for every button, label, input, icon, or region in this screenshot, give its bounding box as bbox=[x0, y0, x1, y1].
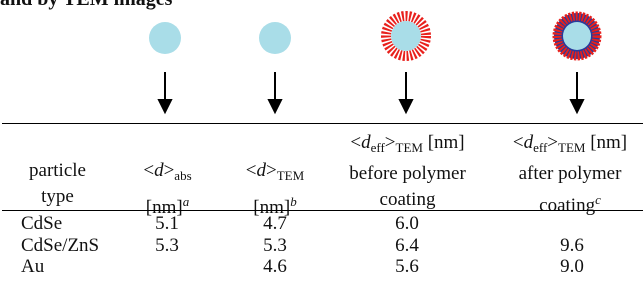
header-text: [nm] bbox=[428, 132, 465, 153]
row-label: Au bbox=[21, 257, 44, 277]
cell-value: 6.0 bbox=[367, 214, 447, 234]
header-subscript: eff bbox=[533, 140, 547, 155]
header-text: before polymer bbox=[330, 161, 485, 187]
cell-value: 4.6 bbox=[235, 257, 315, 277]
header-text: d bbox=[154, 160, 164, 181]
cell-value: 5.6 bbox=[367, 257, 447, 277]
header-subscript: TEM bbox=[396, 140, 423, 155]
cell-value: 9.0 bbox=[532, 257, 612, 277]
header-text: coating bbox=[539, 195, 595, 216]
header-text: > bbox=[164, 160, 175, 181]
header-text: [nm] bbox=[590, 132, 627, 153]
footnote-mark: b bbox=[290, 194, 297, 209]
row-label: CdSe/ZnS bbox=[21, 236, 99, 256]
top-rule bbox=[2, 123, 643, 124]
header-cell: <d>abs [nm]a bbox=[120, 158, 215, 221]
header-subscript: abs bbox=[174, 168, 191, 183]
header-cell: <deff>TEM [nm] after polymer coatingc bbox=[495, 130, 643, 219]
header-text: type bbox=[10, 184, 105, 210]
header-text: particle bbox=[10, 158, 105, 184]
cell-value: 9.6 bbox=[532, 236, 612, 256]
header-text: after polymer bbox=[495, 161, 643, 187]
header-subscript: TEM bbox=[277, 168, 304, 183]
arrows bbox=[159, 72, 583, 112]
header-text: > bbox=[266, 160, 277, 181]
header-text: < bbox=[143, 160, 154, 181]
cell-value: 4.7 bbox=[235, 214, 315, 234]
schematic bbox=[0, 0, 643, 120]
header-text: < bbox=[513, 132, 524, 153]
header-rule bbox=[2, 210, 643, 211]
header-cell: <deff>TEM [nm] before polymer coating bbox=[330, 130, 485, 213]
header-subscript: TEM bbox=[558, 140, 585, 155]
header-text: > bbox=[385, 132, 396, 153]
header-text: < bbox=[246, 160, 257, 181]
header-text: d bbox=[257, 160, 267, 181]
cell-value: 6.4 bbox=[367, 236, 447, 256]
particle-icon bbox=[391, 21, 421, 51]
header-subscript: eff bbox=[371, 140, 385, 155]
header-cell: particle type bbox=[10, 158, 105, 210]
cell-value: 5.3 bbox=[127, 236, 207, 256]
header-cell: <d>TEM [nm]b bbox=[225, 158, 325, 221]
header-text: < bbox=[350, 132, 361, 153]
page: and by TEM images particle type <d>abs [… bbox=[0, 0, 643, 292]
footnote-mark: a bbox=[183, 194, 190, 209]
particle-icon bbox=[259, 22, 291, 54]
cell-value: 5.3 bbox=[235, 236, 315, 256]
header-text: > bbox=[547, 132, 558, 153]
row-label: CdSe bbox=[21, 214, 62, 234]
footnote-mark: c bbox=[595, 192, 601, 207]
header-text: d bbox=[361, 132, 371, 153]
header-text: d bbox=[524, 132, 534, 153]
particle-icon bbox=[563, 22, 591, 50]
cell-value: 5.1 bbox=[127, 214, 207, 234]
particle-icon bbox=[149, 22, 181, 54]
